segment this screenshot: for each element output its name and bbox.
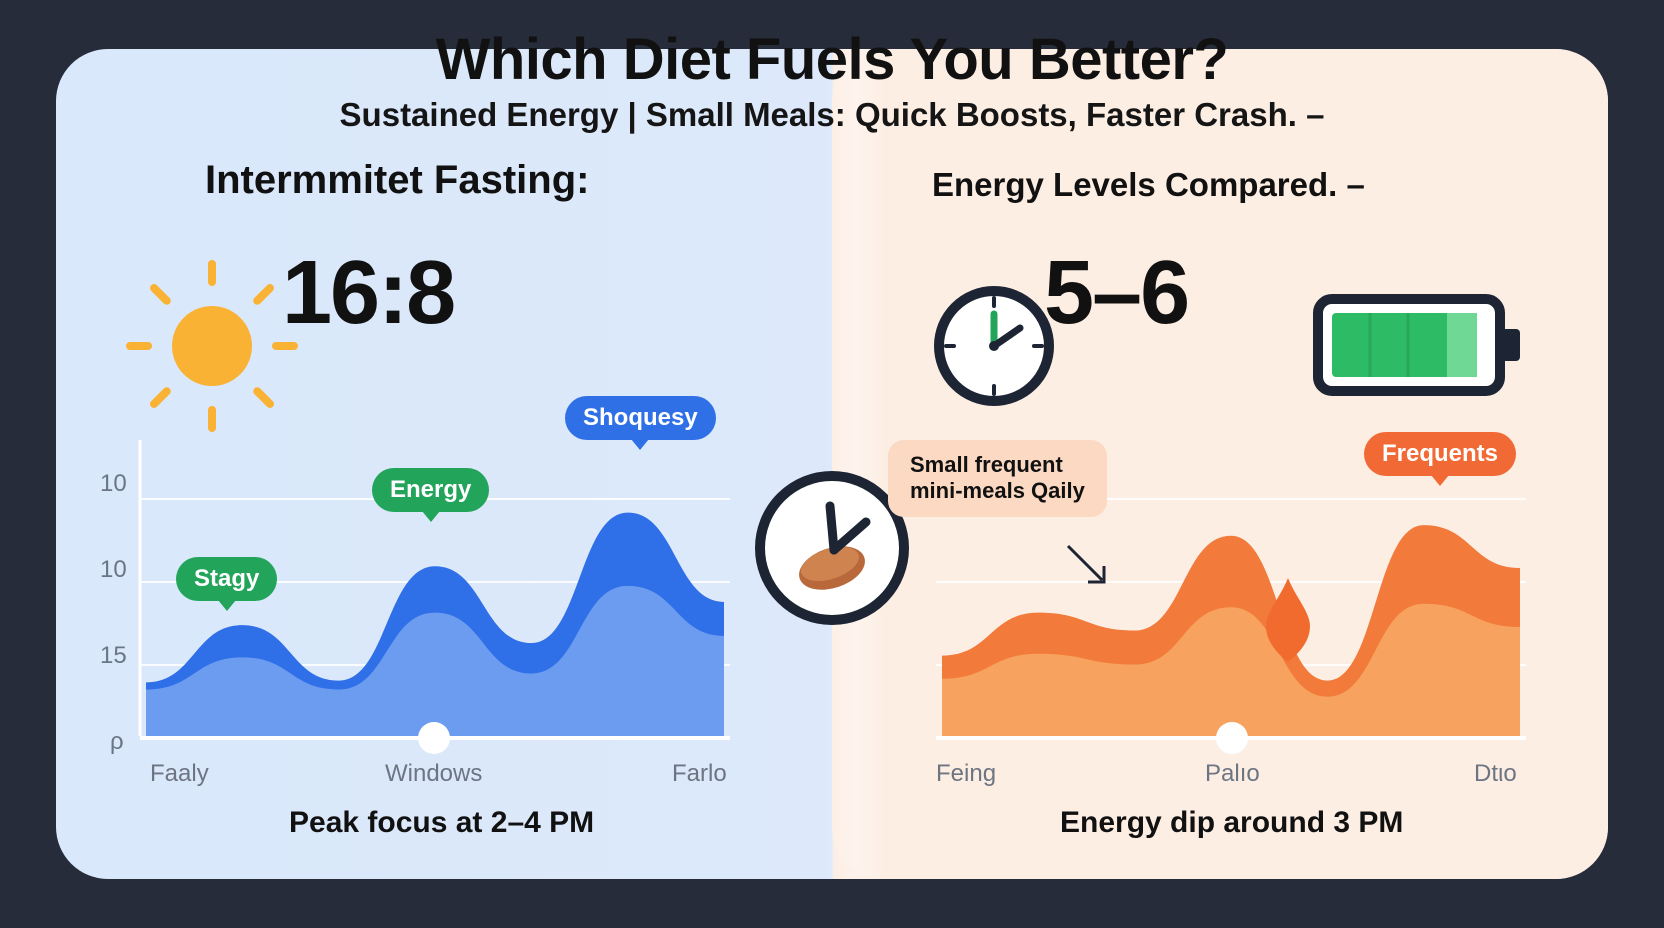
sun-icon xyxy=(126,260,298,432)
left-caption: Peak focus at 2–4 PM xyxy=(289,806,595,839)
left-section-title: Intermmitet Fasting: xyxy=(205,158,590,202)
chart-bubble: Frequents xyxy=(1364,432,1517,486)
clock-icon xyxy=(755,471,909,625)
right-section-title: Energy Levels Compared. – xyxy=(932,166,1365,203)
x-tick-label: Feing xyxy=(936,760,997,787)
right-energy-chart xyxy=(936,498,1526,754)
chart-bubble: Shoquesy xyxy=(565,396,716,450)
right-caption: Energy dip around 3 PM xyxy=(1060,806,1404,839)
timeline-knob[interactable] xyxy=(1216,722,1248,754)
y-tick-label: 15 xyxy=(100,642,127,669)
fasting-ratio: 16:8 xyxy=(282,243,456,343)
y-tick-label: 10 xyxy=(100,470,127,497)
y-tick-label: ρ xyxy=(110,728,124,755)
meals-count: 5–6 xyxy=(1044,243,1190,343)
x-tick-label: Palıo xyxy=(1205,760,1260,787)
annotation-line: Small frequent xyxy=(910,452,1063,477)
area-series-2 xyxy=(942,603,1520,736)
x-tick-label: Faaly xyxy=(150,760,209,787)
x-tick-label: Farlo xyxy=(672,760,727,787)
page-subtitle: Sustained Energy | Small Meals: Quick Bo… xyxy=(339,96,1325,133)
area-series-2 xyxy=(146,585,724,736)
y-tick-label: 10 xyxy=(100,556,127,583)
timeline-knob[interactable] xyxy=(418,722,450,754)
flame-icon xyxy=(1266,578,1310,662)
chart-bubble: Energy xyxy=(372,468,490,522)
x-tick-label: Windows xyxy=(385,760,483,787)
chart-annotation: Small frequent mini-meals Qaily xyxy=(888,440,1107,517)
page-title: Which Diet Fuels You Better? xyxy=(435,27,1229,92)
chart-bubble: Stagy xyxy=(176,557,278,611)
battery-icon xyxy=(1313,294,1520,396)
annotation-line: mini-meals Qaily xyxy=(910,478,1085,504)
panel-divider xyxy=(826,49,886,879)
clock-icon xyxy=(934,286,1054,406)
x-tick-label: Dtιo xyxy=(1474,760,1517,787)
arrow-icon xyxy=(1066,544,1106,584)
